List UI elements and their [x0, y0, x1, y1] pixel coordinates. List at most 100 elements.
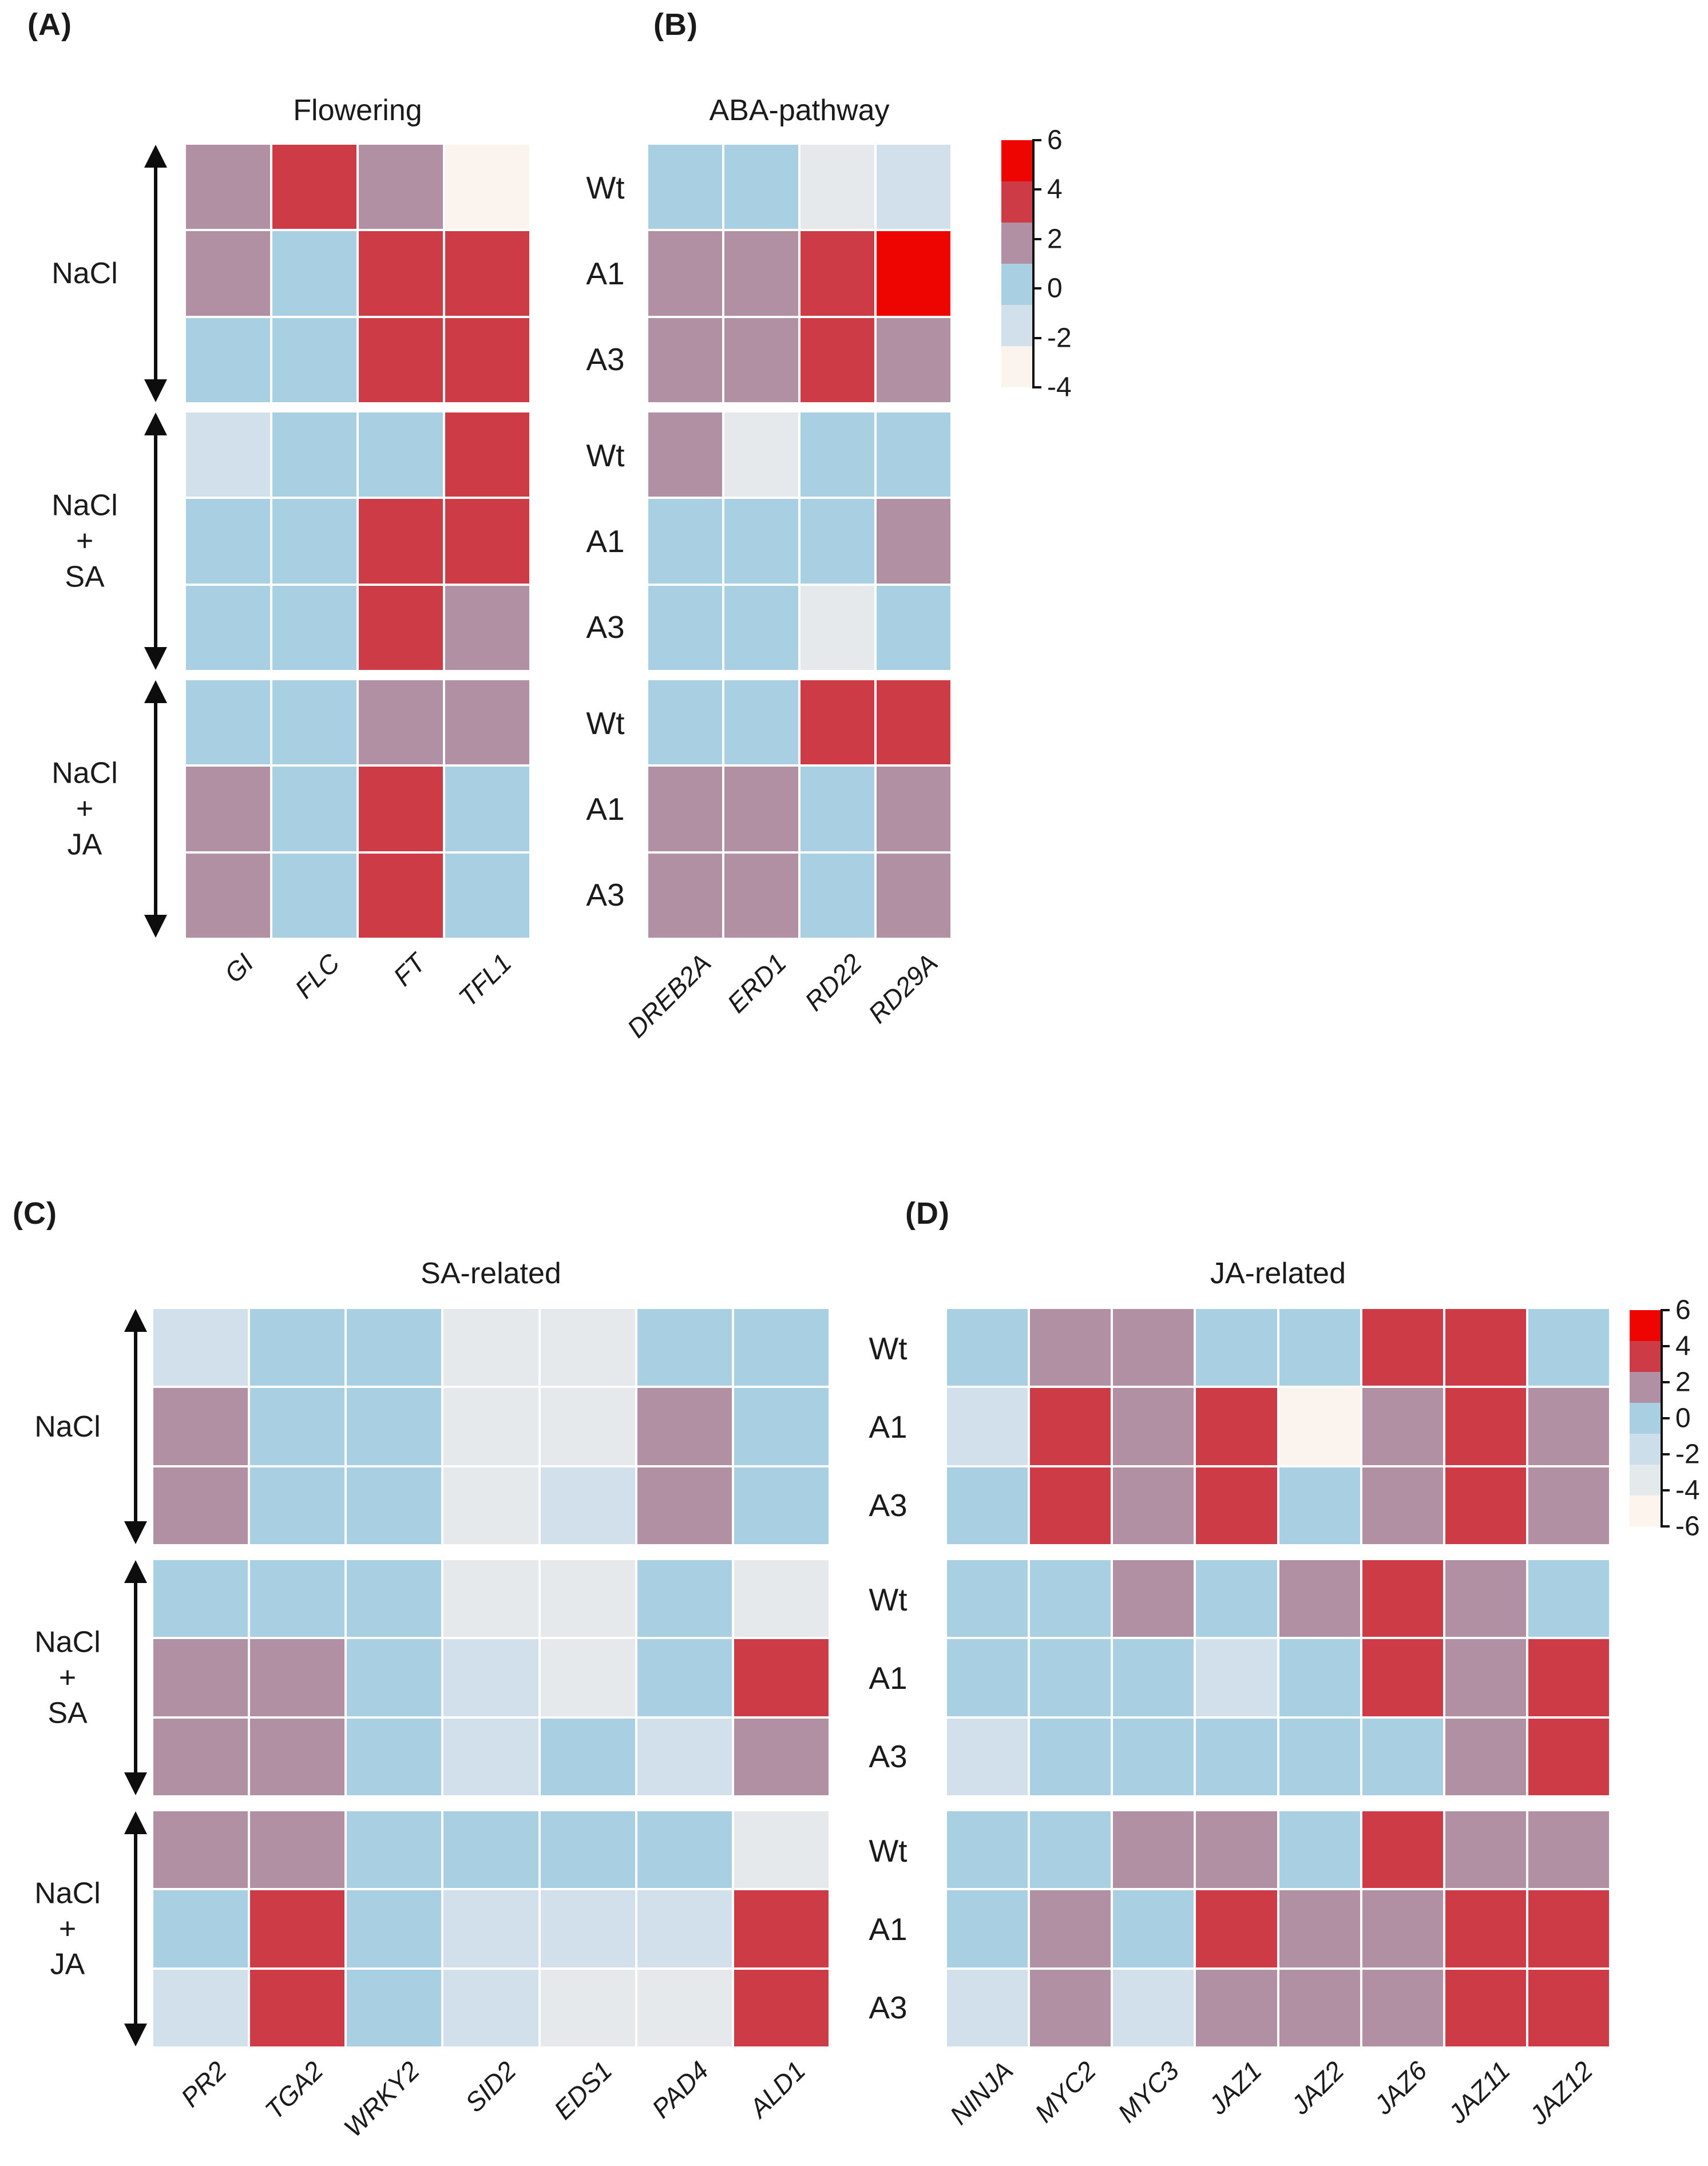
heatmap-cell: [1362, 1639, 1443, 1716]
heatmap-cell: [877, 231, 950, 316]
heatmap-cell: [1528, 1890, 1609, 1967]
double-arrow: [123, 1309, 148, 1544]
gene-label: JAZ2: [1285, 2055, 1350, 2120]
heatmap-group: [153, 1560, 829, 1795]
heatmap-group: [648, 680, 950, 938]
heatmap-cell: [877, 853, 950, 938]
heatmap-cell: [250, 1388, 345, 1465]
colorbar-axis: [1032, 140, 1035, 387]
heatmap-cell: [724, 318, 798, 402]
heatmap-cell: [1196, 1467, 1277, 1544]
heatmap-cell: [724, 231, 798, 316]
genotype-label: A3: [869, 1487, 908, 1523]
heatmap-cell: [186, 767, 270, 851]
heatmap-cell: [637, 1560, 732, 1637]
colorbar-band: [1001, 346, 1032, 387]
genotype-label: A3: [586, 877, 625, 913]
heatmap-cell: [1113, 1811, 1194, 1889]
heatmap-cell: [734, 1309, 829, 1386]
gene-label: DREB2A: [621, 947, 717, 1044]
heatmap-cell: [947, 1639, 1028, 1716]
gene-label: JAZ12: [1523, 2055, 1599, 2131]
double-arrow: [143, 412, 168, 670]
heatmap-cell: [877, 318, 950, 402]
heatmap-cell: [347, 1309, 442, 1386]
genotype-label: Wt: [586, 438, 625, 473]
heatmap-cell: [540, 1811, 635, 1889]
heatmap-cell: [359, 412, 443, 497]
colorbar-tick-label: 2: [1047, 224, 1063, 255]
arrow-shaft: [154, 161, 157, 386]
heatmap-cell: [637, 1467, 732, 1544]
heatmap-cell: [1196, 1969, 1277, 2046]
heatmap-cell: [648, 499, 722, 584]
heatmap-cell: [347, 1467, 442, 1544]
heatmap-cell: [947, 1969, 1028, 2046]
heatmap-cell: [1279, 1969, 1360, 2046]
colorbar-band: [1630, 1465, 1661, 1495]
heatmap-cell: [648, 853, 722, 938]
colorbar-tick: [1661, 1417, 1670, 1419]
heatmap-cell: [877, 680, 950, 765]
heatmap-cell: [1030, 1969, 1111, 2046]
genotype-label: Wt: [586, 705, 625, 741]
heatmap-cell: [800, 585, 874, 670]
heatmap-cell: [359, 853, 443, 938]
colorbar-band: [1001, 140, 1032, 181]
gene-label: PR2: [175, 2055, 232, 2113]
heatmap-cell: [186, 318, 270, 402]
arrow-shaft: [134, 1576, 137, 1779]
colorbar-tick-label: -6: [1675, 1511, 1700, 1542]
gene-label: FLC: [289, 947, 346, 1004]
heatmap-cell: [1113, 1560, 1194, 1637]
heatmap-cell: [648, 231, 722, 316]
heatmap-cell: [445, 318, 529, 402]
heatmap-cell: [1528, 1467, 1609, 1544]
heatmap-cell: [724, 767, 798, 851]
heatmap-cell: [1030, 1811, 1111, 1889]
heatmap-group: [947, 1309, 1609, 1544]
heatmap-group: [947, 1560, 1609, 1795]
heatmap-cell: [1445, 1309, 1526, 1386]
heatmap-group: [947, 1811, 1609, 2046]
heatmap-group: [153, 1309, 829, 1544]
treatment-label: NaCl + JA: [10, 1875, 125, 1982]
heatmap-cell: [250, 1560, 345, 1637]
heatmap-cell: [540, 1890, 635, 1967]
heatmap-cell: [445, 585, 529, 670]
treatment-label-line: NaCl: [34, 1625, 101, 1659]
heatmap-cell: [1445, 1560, 1526, 1637]
genotype-label: A3: [586, 609, 625, 645]
colorbar-band: [1630, 1310, 1661, 1341]
heatmap-cell: [1279, 1811, 1360, 1889]
double-arrow: [143, 680, 168, 938]
colorbar-tick: [1661, 1453, 1670, 1455]
heatmap-cell: [540, 1309, 635, 1386]
colorbar-band: [1001, 305, 1032, 346]
heatmap-cell: [724, 585, 798, 670]
heatmap-cell: [347, 1718, 442, 1795]
heatmap-cell: [445, 412, 529, 497]
gene-label: NINJA: [944, 2055, 1019, 2131]
heatmap-cell: [800, 145, 874, 229]
gene-label: FT: [387, 947, 431, 992]
heatmap-cell: [1445, 1467, 1526, 1544]
genotype-label: A3: [586, 342, 625, 377]
heatmap-cell: [359, 231, 443, 316]
heatmap-cell: [877, 412, 950, 497]
heatmap-cell: [1362, 1309, 1443, 1386]
heatmap-cell: [1113, 1969, 1194, 2046]
heatmap-cell: [877, 499, 950, 584]
heatmap-cell: [153, 1309, 248, 1386]
heatmap-cell: [637, 1811, 732, 1889]
heatmap-cell: [153, 1467, 248, 1544]
heatmap-cell: [272, 767, 356, 851]
treatment-label-line: JA: [67, 828, 102, 862]
heatmap-cell: [1030, 1309, 1111, 1386]
colorbar-tick-label: 6: [1675, 1295, 1691, 1326]
heatmap-cell: [734, 1388, 829, 1465]
colorbar-tick-label: 4: [1675, 1331, 1691, 1362]
heatmap-cell: [153, 1639, 248, 1716]
colorbar-tick: [1032, 336, 1041, 339]
